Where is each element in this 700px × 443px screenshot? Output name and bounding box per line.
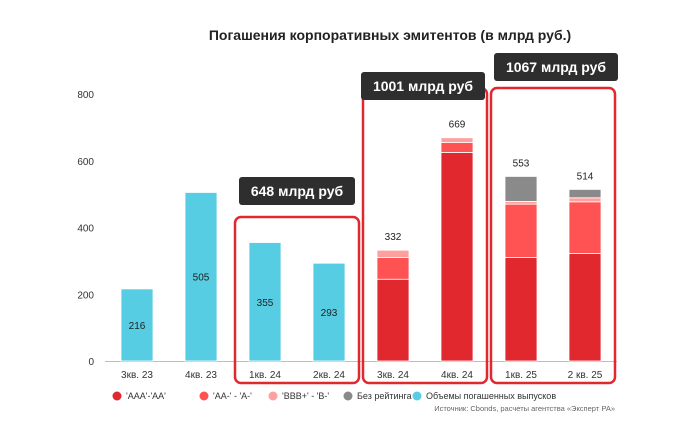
source-note: Источник: Cbonds, расчеты агентства «Экс…	[434, 404, 615, 413]
x-tick-label: 4кв. 23	[185, 370, 217, 381]
bars: 216 505 355 293 332 669 553 514	[120, 120, 602, 362]
x-tick-label: 2 кв. 25	[568, 370, 603, 381]
group-total-badge	[494, 53, 618, 81]
bar-segment-6-3	[440, 137, 474, 143]
bar-segment-1-5	[120, 288, 154, 362]
bar-segment-6-1	[440, 152, 474, 362]
y-axis: 0 200 400 600 800	[77, 90, 617, 368]
bar-segment-8-4	[568, 189, 602, 199]
legend-marker	[112, 391, 122, 401]
bar-segment-2-5	[184, 192, 218, 362]
bar-segment-5-2	[376, 257, 410, 280]
bar-segment-7-4	[504, 176, 538, 202]
y-tick-label: 200	[77, 290, 94, 301]
y-tick-label: 600	[77, 157, 94, 168]
annotations: 648 млрд руб 1001 млрд руб 1067 млрд руб	[233, 53, 618, 385]
bar-segment-7-3	[504, 201, 538, 205]
legend-label: Без рейтинга	[357, 391, 412, 401]
group-frame	[489, 86, 617, 385]
y-tick-label: 0	[88, 357, 94, 368]
group-total-label: 648 млрд руб	[251, 183, 344, 199]
data-label: 332	[385, 232, 402, 243]
bar-segment-5-1	[376, 278, 410, 362]
legend-label: 'AAA'-'AA'	[126, 391, 166, 401]
bar-segment-8-1	[568, 253, 602, 362]
legend-label: 'BBB+' - 'B-'	[282, 391, 329, 401]
x-tick-label: 2кв. 24	[313, 370, 345, 381]
data-label: 216	[129, 321, 146, 332]
group-total-badge	[361, 72, 485, 100]
bar-segment-7-2	[504, 203, 538, 258]
x-tick-label: 1кв. 24	[249, 370, 281, 381]
data-label: 505	[193, 273, 210, 284]
legend-marker	[412, 391, 422, 401]
data-label: 293	[321, 308, 338, 319]
data-label: 553	[513, 158, 530, 169]
group-total-badge	[239, 177, 355, 205]
y-tick-label: 400	[77, 224, 94, 235]
x-axis: 3кв. 23 4кв. 23 1кв. 24 2кв. 24 3кв. 24 4кв. …	[121, 370, 603, 381]
legend-marker	[199, 391, 209, 401]
group-total-label: 1001 млрд руб	[373, 78, 473, 94]
group-total-label: 1067 млрд руб	[506, 59, 606, 75]
x-tick-label: 3кв. 23	[121, 370, 153, 381]
bar-segment-3-5	[248, 242, 282, 362]
bar-segment-7-1	[504, 257, 538, 362]
bar-segment-8-3	[568, 197, 602, 203]
data-label: 514	[577, 171, 594, 182]
x-tick-label: 3кв. 24	[377, 370, 409, 381]
legend-marker	[268, 391, 278, 401]
bar-segment-4-5	[312, 262, 346, 362]
legend: 'AAA'-'AA' 'AA-' - 'A-' 'BBB+' - 'B-' Без р…	[112, 391, 556, 401]
x-tick-label: 1кв. 25	[505, 370, 537, 381]
bar-segment-5-3	[376, 249, 410, 258]
x-tick-label: 4кв. 24	[441, 370, 473, 381]
y-tick-label: 800	[77, 90, 94, 101]
bar-segment-6-2	[440, 141, 474, 153]
chart-title: Погашения корпоративных эмитентов (в млр…	[209, 27, 571, 43]
bar-segment-8-2	[568, 201, 602, 254]
data-label: 669	[449, 120, 466, 131]
data-label: 355	[257, 298, 274, 309]
legend-label: 'AA-' - 'A-'	[213, 391, 252, 401]
group-frame	[233, 215, 361, 385]
legend-label: Объемы погашенных выпусков	[426, 391, 556, 401]
legend-marker	[343, 391, 353, 401]
